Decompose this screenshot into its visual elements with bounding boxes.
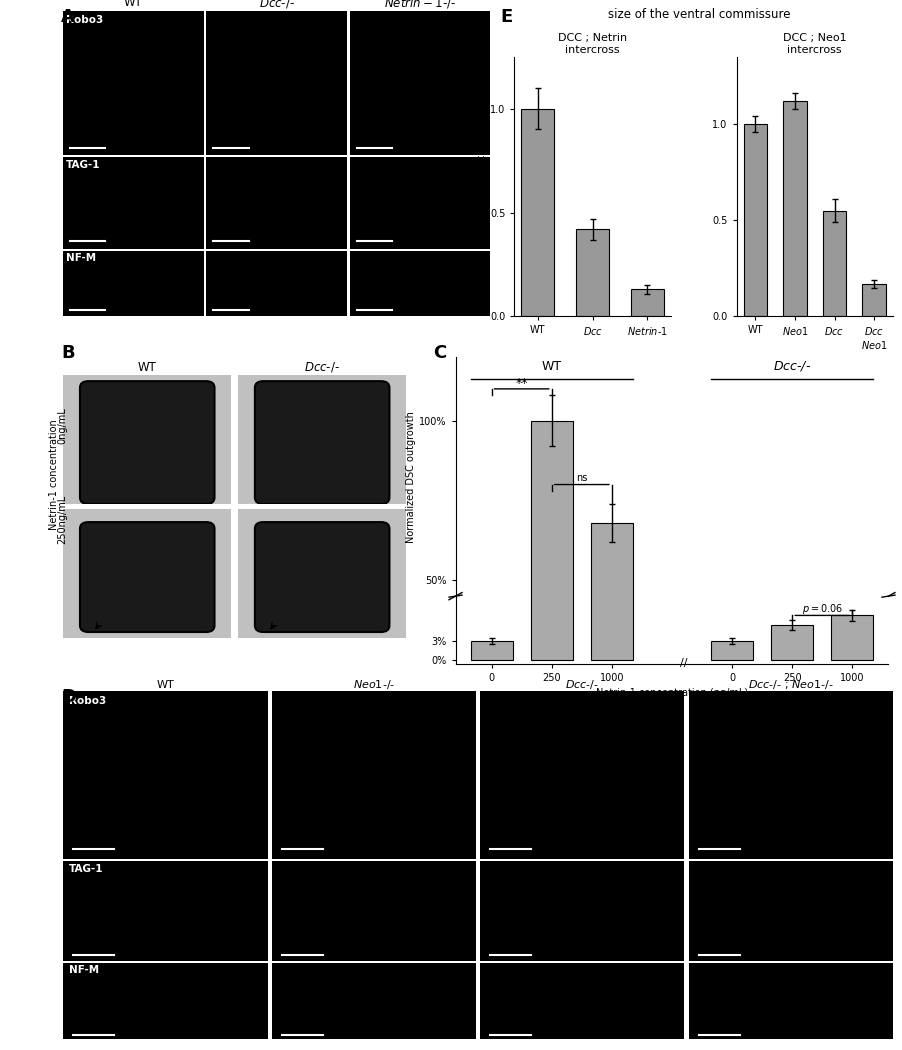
FancyBboxPatch shape	[255, 381, 390, 504]
FancyBboxPatch shape	[255, 522, 390, 632]
FancyBboxPatch shape	[80, 522, 215, 632]
Text: Robo3: Robo3	[69, 695, 106, 706]
Title: $\it{Dcc}$-/-: $\it{Dcc}$-/-	[566, 677, 599, 691]
Bar	[471, 730, 512, 739]
Bar	[530, 18, 573, 660]
Bar	[771, 722, 814, 739]
Text: D: D	[61, 688, 77, 706]
Text: E: E	[501, 8, 513, 26]
Text: size of the ventral commissure: size of the ventral commissure	[608, 8, 790, 21]
Text: //: //	[680, 658, 687, 668]
X-axis label: Netrin-1 concentration (ng/mL): Netrin-1 concentration (ng/mL)	[596, 688, 748, 698]
Text: NF-M: NF-M	[66, 253, 97, 262]
Title: $\it{Dcc}$-/- ; $\it{Neo1}$-/-: $\it{Dcc}$-/- ; $\it{Neo1}$-/-	[748, 677, 833, 691]
Title: $\it{Neo1}$-/-: $\it{Neo1}$-/-	[353, 677, 395, 691]
Bar	[823, 211, 846, 316]
Bar	[711, 642, 753, 660]
Title: $\it{Dcc}$-/-: $\it{Dcc}$-/-	[304, 360, 340, 374]
Bar	[530, 421, 573, 739]
Bar	[832, 717, 873, 739]
Title: DCC ; Neo1
intercross: DCC ; Neo1 intercross	[783, 33, 847, 55]
Bar	[743, 124, 768, 316]
Bar	[576, 229, 609, 316]
Y-axis label: normalized ratio: normalized ratio	[477, 147, 487, 227]
Bar	[711, 730, 753, 739]
Bar	[591, 224, 633, 660]
Bar	[521, 109, 554, 316]
Text: 0ng/mL: 0ng/mL	[58, 406, 68, 443]
Bar	[471, 642, 512, 660]
Text: Robo3: Robo3	[66, 15, 103, 25]
Text: A: A	[61, 8, 75, 26]
Title: WT: WT	[124, 0, 143, 9]
Text: ns: ns	[576, 474, 587, 483]
FancyBboxPatch shape	[80, 381, 215, 504]
Title: $\it{Dcc}$-/-: $\it{Dcc}$-/-	[259, 0, 295, 9]
Text: $p = 0.06$: $p = 0.06$	[802, 603, 843, 616]
Text: NF-M: NF-M	[69, 965, 99, 975]
Title: WT: WT	[156, 679, 174, 690]
Text: **: **	[515, 377, 528, 391]
Bar	[862, 284, 886, 316]
Text: TAG-1: TAG-1	[66, 160, 100, 170]
Text: C: C	[433, 344, 446, 362]
Text: WT: WT	[542, 360, 562, 373]
Title: $\it{Netrin-1}$-/-: $\it{Netrin-1}$-/-	[384, 0, 456, 9]
Bar	[630, 290, 664, 316]
Bar	[771, 625, 814, 660]
Text: $\it{Dcc}$-/-: $\it{Dcc}$-/-	[773, 359, 811, 373]
Bar	[832, 615, 873, 660]
Title: DCC ; Netrin
intercross: DCC ; Netrin intercross	[558, 33, 627, 55]
Title: WT: WT	[138, 360, 157, 374]
Text: TAG-1: TAG-1	[69, 864, 104, 875]
Text: Netrin-1 concentration: Netrin-1 concentration	[49, 419, 59, 530]
Text: B: B	[61, 344, 75, 362]
Bar	[783, 101, 807, 316]
Y-axis label: Normalized DSC outgrowth: Normalized DSC outgrowth	[406, 411, 416, 543]
Text: 250ng/mL: 250ng/mL	[58, 496, 68, 544]
Bar	[591, 523, 633, 739]
